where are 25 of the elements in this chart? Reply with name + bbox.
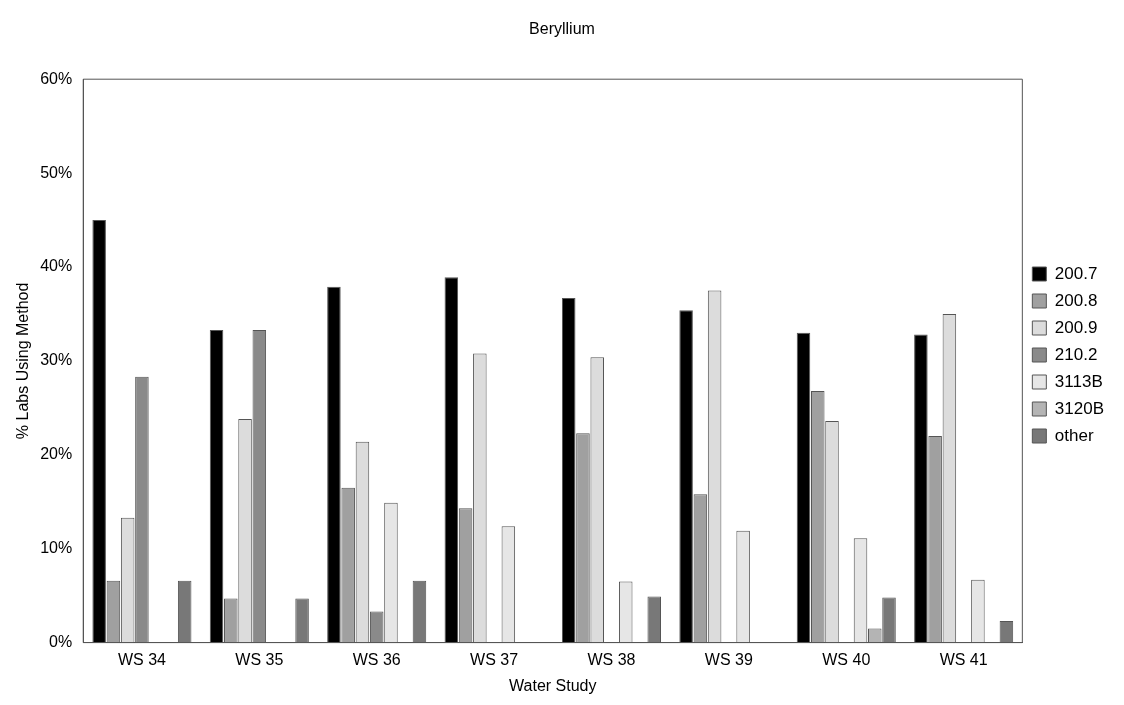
legend-label: 200.8: [1054, 290, 1098, 310]
x-tick-label: WS 40: [822, 650, 871, 668]
legend-label: other: [1054, 425, 1094, 445]
x-axis-title: Water Study: [509, 676, 597, 694]
legend-label: 210.2: [1054, 344, 1098, 364]
y-tick-label: 20%: [40, 445, 73, 463]
legend-label: 3120B: [1054, 398, 1105, 418]
y-tick-label: 30%: [40, 351, 73, 369]
x-tick-label: WS 34: [117, 650, 167, 668]
y-tick-label: 60%: [40, 69, 73, 87]
y-tick-label: 0%: [49, 633, 73, 651]
x-tick-label: WS 39: [704, 650, 753, 668]
x-tick-label: WS 38: [587, 650, 636, 668]
x-tick-label: WS 36: [352, 650, 401, 668]
y-tick-label: 50%: [40, 163, 73, 181]
legend-label: 3113B: [1054, 371, 1103, 391]
legend-label: 200.7: [1054, 263, 1098, 283]
y-axis-title: % Labs Using Method: [14, 282, 32, 440]
y-tick-label: 10%: [40, 539, 73, 557]
legend-label: 200.9: [1054, 317, 1098, 337]
x-tick-label: WS 35: [235, 650, 284, 668]
chart-title: Beryllium: [529, 20, 595, 38]
x-tick-label: WS 41: [939, 650, 988, 668]
x-tick-label: WS 37: [470, 650, 519, 668]
y-tick-label: 40%: [40, 257, 73, 275]
